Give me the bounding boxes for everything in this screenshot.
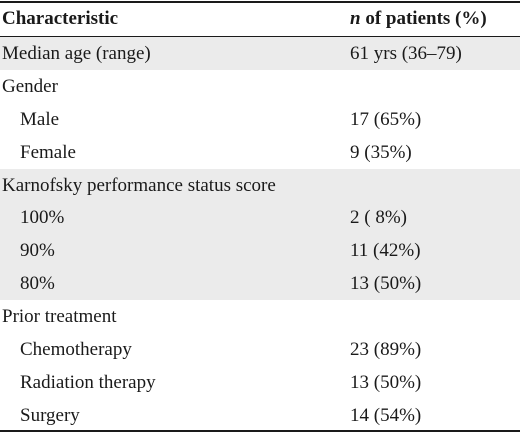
table-body: Median age (range) 61 yrs (36–79) Gender Ma… bbox=[0, 37, 520, 432]
row-label: 80% bbox=[20, 273, 55, 295]
row-label: Male bbox=[20, 108, 60, 130]
row-label: Chemotherapy bbox=[20, 339, 132, 361]
row-value: 17 (65%) bbox=[350, 108, 422, 130]
top-rule bbox=[0, 1, 520, 3]
row-label: 90% bbox=[20, 240, 55, 262]
row-value: 2 ( 8%) bbox=[350, 207, 407, 229]
row-label: Karnofsky performance status score bbox=[2, 174, 276, 196]
header-n-italic: n bbox=[350, 8, 361, 29]
row-label: Prior treatment bbox=[2, 306, 117, 328]
header-rule bbox=[0, 36, 520, 37]
table-row: 90% 11 (42%) bbox=[0, 234, 520, 268]
row-label: Gender bbox=[2, 75, 58, 97]
table-row: Chemotherapy 23 (89%) bbox=[0, 333, 520, 366]
row-value: 13 (50%) bbox=[350, 371, 422, 393]
row-label: Surgery bbox=[20, 404, 80, 426]
table-header: Characteristic n of patients (%) bbox=[0, 3, 520, 36]
table-row: Female 9 (35%) bbox=[0, 136, 520, 169]
header-count-rest: of patients (%) bbox=[360, 8, 487, 29]
row-label: 100% bbox=[20, 207, 65, 229]
table-row: 80% 13 (50%) bbox=[0, 267, 520, 301]
row-value: 13 (50%) bbox=[350, 273, 422, 295]
row-label: Median age (range) bbox=[2, 43, 151, 64]
table-row: 100% 2 ( 8%) bbox=[0, 201, 520, 235]
table-row: Karnofsky performance status score bbox=[0, 168, 520, 202]
row-value: 11 (42%) bbox=[350, 240, 421, 262]
row-label: Female bbox=[20, 141, 76, 163]
row-value: 23 (89%) bbox=[350, 339, 422, 361]
row-value: 9 (35%) bbox=[350, 141, 412, 163]
table-row: Prior treatment bbox=[0, 300, 520, 333]
table-row: Surgery 14 (54%) bbox=[0, 399, 520, 432]
row-value: 14 (54%) bbox=[350, 404, 422, 426]
row-label: Radiation therapy bbox=[20, 371, 156, 393]
table-row: Male 17 (65%) bbox=[0, 103, 520, 136]
header-patient-count: n of patients (%) bbox=[350, 8, 487, 30]
table-row: Median age (range) 61 yrs (36–79) bbox=[0, 37, 520, 70]
table-row: Radiation therapy 13 (50%) bbox=[0, 366, 520, 399]
header-characteristic: Characteristic bbox=[2, 8, 119, 29]
table-row: Gender bbox=[0, 70, 520, 103]
row-value: 61 yrs (36–79) bbox=[350, 43, 462, 64]
bottom-rule bbox=[0, 430, 520, 432]
